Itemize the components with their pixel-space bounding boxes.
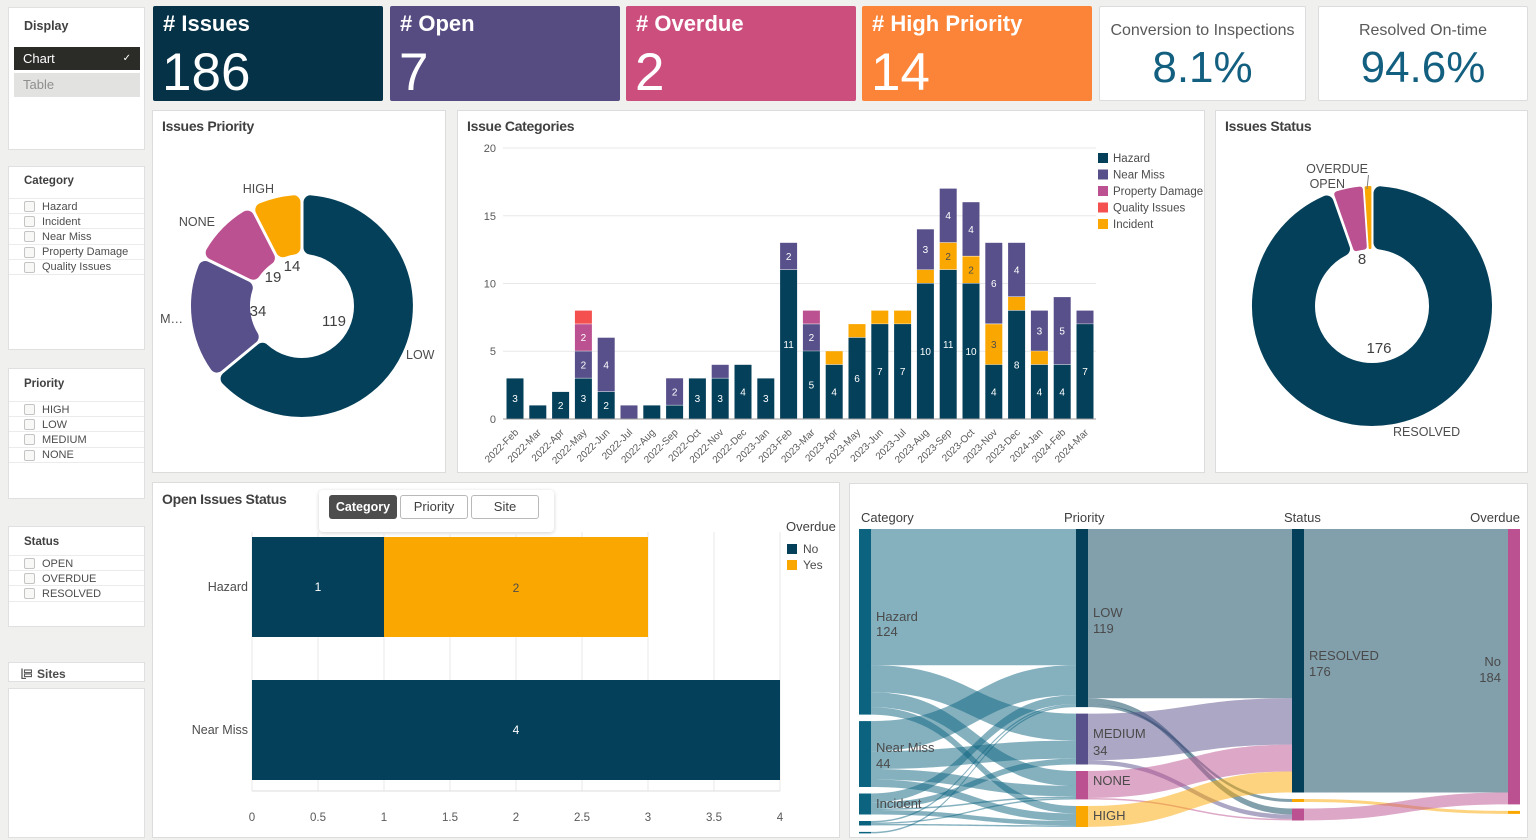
svg-text:3: 3 (512, 394, 518, 405)
svg-text:1: 1 (381, 812, 387, 824)
svg-text:3: 3 (717, 394, 723, 405)
svg-text:184: 184 (1479, 670, 1501, 685)
svg-text:RESOLVED: RESOLVED (1309, 648, 1379, 663)
svg-text:Hazard: Hazard (876, 609, 918, 624)
svg-text:Overdue: Overdue (786, 519, 836, 534)
svg-text:2: 2 (672, 387, 678, 398)
svg-text:Quality Issues: Quality Issues (1113, 203, 1185, 215)
svg-text:119: 119 (322, 313, 346, 330)
svg-text:4: 4 (1014, 265, 1020, 276)
svg-text:Near Miss: Near Miss (1113, 170, 1165, 182)
svg-text:0: 0 (249, 812, 255, 824)
svg-text:RESOLVED: RESOLVED (1393, 425, 1460, 439)
svg-text:Hazard: Hazard (208, 580, 248, 594)
svg-text:2.5: 2.5 (574, 812, 590, 824)
svg-text:Category: Category (861, 510, 914, 525)
svg-text:3: 3 (695, 394, 701, 405)
svg-text:3: 3 (581, 394, 587, 405)
svg-text:Incident: Incident (876, 796, 922, 811)
svg-text:2: 2 (786, 252, 792, 263)
svg-text:7: 7 (877, 367, 883, 378)
svg-text:15: 15 (484, 211, 496, 223)
svg-text:Near Miss: Near Miss (876, 740, 935, 755)
svg-text:MEDIUM: MEDIUM (1093, 726, 1146, 741)
svg-text:OPEN: OPEN (1310, 177, 1345, 191)
svg-text:2: 2 (513, 581, 520, 595)
svg-text:20: 20 (484, 143, 496, 155)
svg-text:LOW: LOW (1093, 605, 1123, 620)
svg-text:5: 5 (490, 346, 496, 358)
svg-text:Hazard: Hazard (1113, 153, 1150, 165)
svg-text:M…: M… (160, 312, 183, 326)
svg-text:2: 2 (581, 333, 587, 344)
svg-text:0: 0 (490, 414, 496, 426)
svg-text:Yes: Yes (803, 558, 823, 572)
svg-text:HIGH: HIGH (243, 182, 274, 196)
svg-text:2: 2 (513, 812, 519, 824)
svg-text:3: 3 (1037, 326, 1043, 337)
svg-text:2: 2 (558, 401, 564, 412)
svg-text:8: 8 (1014, 360, 1020, 371)
svg-text:2: 2 (968, 266, 974, 277)
svg-text:5: 5 (1059, 326, 1065, 337)
svg-text:NONE: NONE (179, 215, 215, 229)
svg-text:124: 124 (876, 624, 898, 639)
svg-text:2: 2 (809, 333, 815, 344)
svg-text:176: 176 (1309, 664, 1331, 679)
svg-text:44: 44 (876, 756, 890, 771)
svg-text:Near Miss: Near Miss (192, 723, 248, 737)
svg-text:4: 4 (968, 225, 974, 236)
svg-text:HIGH: HIGH (1093, 808, 1126, 823)
svg-text:4: 4 (1059, 387, 1065, 398)
svg-text:OVERDUE: OVERDUE (1306, 162, 1368, 176)
svg-text:3: 3 (763, 394, 769, 405)
svg-text:0.5: 0.5 (310, 812, 326, 824)
svg-text:NONE: NONE (1093, 773, 1131, 788)
svg-text:4: 4 (991, 387, 997, 398)
svg-text:4: 4 (831, 387, 837, 398)
svg-text:19: 19 (265, 269, 282, 286)
svg-text:7: 7 (900, 367, 906, 378)
svg-text:1: 1 (315, 580, 322, 594)
svg-text:3: 3 (991, 340, 997, 351)
svg-text:10: 10 (484, 279, 496, 291)
svg-text:No: No (1484, 654, 1501, 669)
svg-text:3.5: 3.5 (706, 812, 722, 824)
svg-text:Priority: Priority (1064, 510, 1105, 525)
svg-text:34: 34 (250, 303, 267, 320)
svg-text:LOW: LOW (406, 348, 435, 362)
svg-text:Overdue: Overdue (1470, 510, 1520, 525)
svg-text:1.5: 1.5 (442, 812, 458, 824)
svg-text:6: 6 (854, 374, 860, 385)
svg-text:No: No (803, 542, 819, 556)
svg-text:7: 7 (1082, 367, 1088, 378)
svg-text:Incident: Incident (1113, 219, 1154, 231)
svg-text:2: 2 (603, 401, 609, 412)
svg-text:34: 34 (1093, 743, 1107, 758)
svg-text:14: 14 (284, 258, 301, 275)
svg-text:4: 4 (513, 723, 520, 737)
svg-text:5: 5 (809, 381, 815, 392)
svg-text:Property Damage: Property Damage (1113, 186, 1203, 198)
svg-text:10: 10 (920, 347, 932, 358)
svg-text:4: 4 (945, 211, 951, 222)
svg-text:176: 176 (1366, 340, 1391, 357)
svg-text:4: 4 (740, 387, 746, 398)
svg-text:3: 3 (923, 245, 929, 256)
svg-text:2: 2 (581, 360, 587, 371)
svg-text:119: 119 (1093, 621, 1114, 636)
svg-text:6: 6 (991, 279, 997, 290)
svg-text:3: 3 (645, 812, 651, 824)
svg-text:4: 4 (777, 812, 784, 824)
svg-text:11: 11 (783, 340, 794, 351)
svg-text:10: 10 (965, 347, 977, 358)
svg-text:4: 4 (1037, 387, 1043, 398)
svg-text:4: 4 (603, 360, 609, 371)
svg-text:Status: Status (1284, 510, 1321, 525)
svg-text:2: 2 (945, 252, 951, 263)
svg-text:8: 8 (1358, 251, 1366, 268)
svg-text:11: 11 (943, 340, 954, 351)
